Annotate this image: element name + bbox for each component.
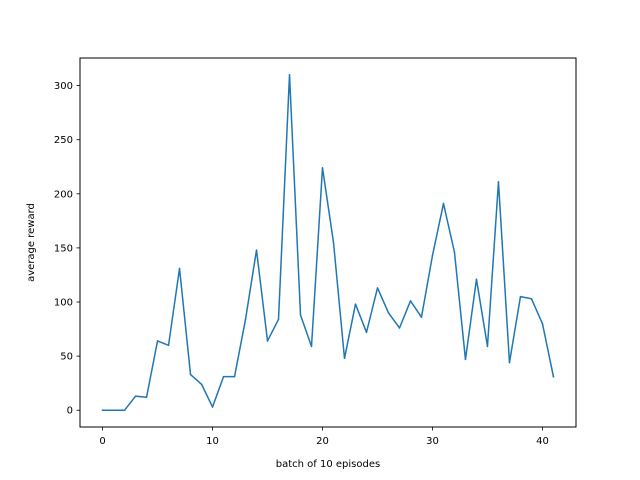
plot-frame [79,57,577,428]
data-point [310,345,313,348]
data-point [442,202,445,205]
y-tick-label: 250 [54,135,73,146]
data-point [420,316,423,318]
data-point [552,375,555,378]
data-point [244,318,247,321]
data-point [200,383,203,386]
data-point [365,331,368,334]
y-axis-label: average reward [26,203,37,282]
data-point [431,254,434,257]
x-tick-label: 10 [206,436,219,447]
plot-marks [101,74,555,411]
x-tick-label: 20 [316,436,329,447]
data-point [343,357,346,360]
data-point [398,327,401,329]
data-point [332,241,335,244]
data-point [266,340,269,342]
data-point [321,167,324,169]
y-tick-label: 100 [54,298,73,309]
data-point [112,409,115,411]
data-point [123,409,126,411]
data-point [299,314,302,316]
data-point [387,312,390,314]
y-tick-label: 200 [54,189,73,200]
x-tick-label: 30 [426,436,439,447]
data-point [211,406,214,408]
data-point [167,344,170,347]
data-point [541,322,544,325]
data-point [255,249,258,251]
data-point [354,303,357,305]
data-point [134,395,137,397]
data-point [508,361,511,364]
data-point [222,375,225,378]
data-point [288,74,291,76]
data-point [145,396,148,398]
x-axis-label: batch of 10 episodes [276,459,380,470]
y-tick-label: 150 [54,243,73,254]
x-axis-ticks: 0 10 20 30 40 [99,427,549,447]
y-tick-label: 300 [54,81,73,92]
series-line [101,74,555,411]
y-tick-label: 50 [60,352,73,363]
data-point [486,345,489,348]
data-point [156,340,159,342]
data-point [376,287,379,289]
data-point [101,409,104,411]
x-tick-label: 40 [536,436,549,447]
x-tick-label: 0 [99,436,105,447]
data-point [519,295,522,298]
data-point [475,278,478,281]
data-point [189,373,192,376]
data-point [233,375,236,378]
data-point [453,251,456,253]
data-point [464,358,467,361]
data-point [277,318,280,321]
data-point [178,267,181,270]
y-axis-ticks: 0 50 100 150 200 250 300 [54,81,80,417]
y-tick-label: 0 [67,406,73,417]
data-point [409,300,412,302]
data-point [497,181,500,183]
data-point [530,298,533,300]
